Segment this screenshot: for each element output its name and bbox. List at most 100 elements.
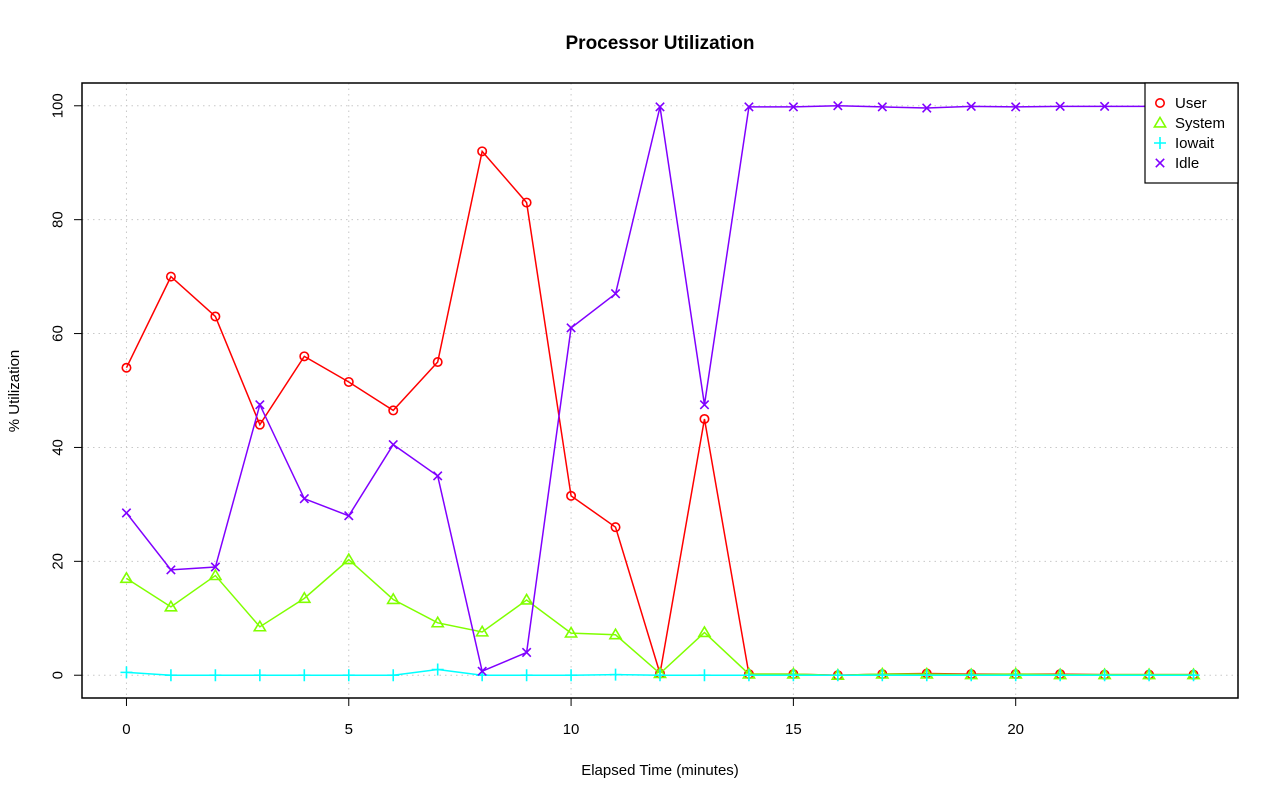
y-axis-label: % Utilization [6, 350, 23, 433]
series-system-point [341, 552, 356, 565]
series-idle-point [788, 102, 799, 112]
series-system-point [564, 625, 579, 638]
series-system-point [608, 627, 623, 640]
plot-frame [81, 82, 1239, 699]
series-system-point [430, 615, 445, 628]
series-user-point [343, 376, 354, 387]
series-user-point [477, 146, 488, 157]
series-user-point [388, 405, 399, 416]
series-system-point [475, 624, 490, 637]
series-idle-point [833, 101, 843, 111]
legend-user-marker [1155, 98, 1166, 109]
series-system-point [252, 619, 267, 632]
series-idle-line [125, 105, 1194, 673]
series-iowait-point [965, 669, 978, 682]
series-system-line [126, 558, 1194, 676]
series-iowait-point [698, 669, 711, 682]
series-idle-point [655, 102, 665, 112]
series-iowait-point [920, 669, 933, 682]
series-idle-point [1099, 101, 1110, 112]
legend-item-iowait: Iowait [1154, 135, 1215, 152]
series-system-point [208, 568, 223, 581]
series-iowait-point [1098, 669, 1111, 682]
series-iowait-point [876, 669, 889, 682]
legend-system-marker [1153, 115, 1167, 128]
series-iowait-point [120, 666, 133, 679]
series-idle-point [344, 511, 354, 521]
series-idle-point [299, 493, 310, 504]
series-idle-point [744, 102, 754, 112]
series-iowait-point [831, 669, 844, 682]
series-iowait-point [742, 669, 755, 682]
series-user-point [210, 311, 221, 322]
series-idle-point [388, 439, 398, 450]
series-iowait-point [387, 669, 400, 682]
series-iowait-point [565, 669, 578, 682]
series-idle-point [966, 101, 976, 112]
series-system-point [697, 625, 712, 638]
x-tick-label: 5 [345, 721, 353, 738]
series-idle-point [566, 323, 576, 333]
series-idle-point [432, 471, 443, 481]
series-system-point [163, 599, 178, 612]
y-tick-label: 0 [49, 671, 66, 679]
series-iowait-point [1054, 669, 1067, 682]
series-idle-point [922, 103, 932, 113]
series-iowait-point [431, 663, 444, 676]
series-system-point [519, 592, 534, 605]
series-iowait-point [1143, 669, 1156, 682]
legend-iowait-marker [1154, 137, 1166, 149]
series-idle-point [255, 399, 265, 410]
series-idle-point [166, 565, 176, 575]
series-iowait-point [209, 669, 222, 682]
series-system-point [119, 571, 134, 584]
series-layer [119, 101, 1201, 682]
series-user-point [299, 351, 310, 362]
series-user-point [432, 357, 443, 368]
legend-item-user: User [1155, 95, 1207, 112]
series-idle-point [610, 288, 621, 299]
y-tick-label: 60 [49, 325, 66, 342]
x-tick-label: 20 [1007, 721, 1024, 738]
series-idle-point [877, 102, 888, 112]
series-user [121, 146, 1199, 681]
legend-item-idle: Idle [1155, 155, 1199, 172]
y-tick-label: 20 [49, 553, 66, 570]
y-tick-label: 80 [49, 211, 66, 228]
series-idle-point [1055, 101, 1065, 112]
series-user-point [121, 362, 132, 373]
series-idle-point [1010, 102, 1021, 112]
series-iowait-point [1009, 669, 1022, 682]
series-user-point [566, 490, 577, 501]
grid-lines [82, 83, 1238, 698]
legend-box [1144, 82, 1239, 184]
y-tick-label: 40 [49, 439, 66, 456]
series-iowait-point [787, 669, 800, 682]
series-iowait-point [253, 669, 266, 682]
series-user-point [254, 419, 265, 430]
legend-system-label: System [1175, 115, 1225, 132]
series-idle-point [477, 666, 487, 677]
series-iowait-point [609, 668, 622, 681]
series-system-point [297, 591, 312, 604]
legend-iowait-label: Iowait [1175, 135, 1215, 152]
axes: 0 5 10 15 20 0 20 40 60 80 100 [49, 93, 1024, 738]
chart-title: Processor Utilization [566, 33, 755, 54]
series-user-point [521, 197, 532, 208]
y-tick-label: 100 [49, 93, 66, 118]
series-iowait-point [342, 669, 355, 682]
legend-user-label: User [1175, 95, 1207, 112]
series-idle-point [210, 562, 221, 572]
series-user-point [165, 271, 176, 282]
x-axis-label: Elapsed Time (minutes) [581, 762, 739, 779]
series-system-point [386, 592, 401, 605]
legend-idle-marker [1155, 158, 1165, 168]
legend-item-system: System [1153, 115, 1225, 132]
series-system [119, 552, 1201, 680]
series-iowait-point [298, 669, 311, 682]
series-iowait-point [520, 669, 533, 682]
series-user-line [125, 149, 1194, 676]
series-user-point [699, 413, 710, 424]
x-tick-label: 15 [785, 721, 802, 738]
